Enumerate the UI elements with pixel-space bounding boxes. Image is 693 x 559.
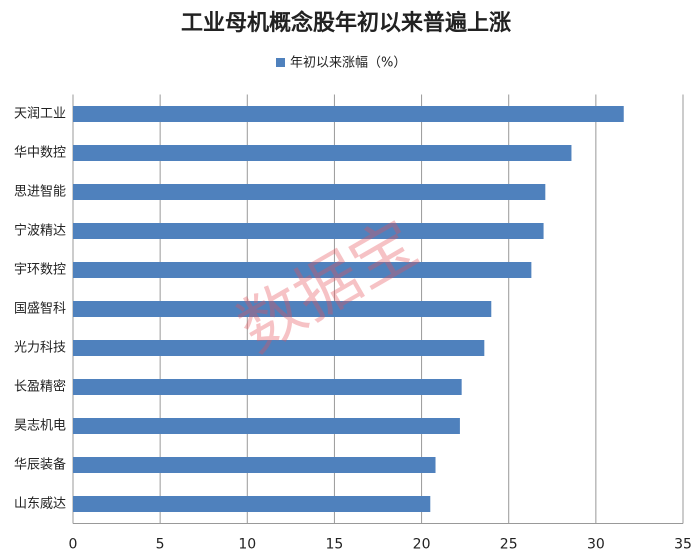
bar bbox=[73, 301, 492, 317]
bar bbox=[73, 418, 460, 434]
bar bbox=[73, 106, 624, 122]
bar bbox=[73, 496, 431, 512]
bar bbox=[73, 340, 485, 356]
bar bbox=[73, 262, 532, 278]
x-tick-label: 0 bbox=[69, 537, 78, 553]
x-tick-label: 35 bbox=[674, 537, 692, 553]
y-tick-label: 光力科技 bbox=[14, 341, 66, 356]
y-tick-label: 华辰装备 bbox=[14, 457, 66, 473]
y-tick-label: 山东威达 bbox=[14, 497, 66, 512]
bar bbox=[73, 145, 572, 161]
legend-swatch bbox=[276, 58, 285, 67]
y-tick-label: 国盛智科 bbox=[14, 302, 66, 317]
y-tick-label: 华中数控 bbox=[14, 146, 66, 161]
y-tick-label: 长盈精密 bbox=[14, 379, 66, 395]
x-tick-label: 15 bbox=[326, 537, 344, 553]
bar bbox=[73, 184, 546, 200]
y-tick-label: 宇环数控 bbox=[14, 263, 66, 278]
bar bbox=[73, 223, 544, 239]
y-tick-label: 昊志机电 bbox=[14, 419, 66, 434]
bar bbox=[73, 457, 436, 473]
bar bbox=[73, 379, 462, 395]
x-tick-label: 5 bbox=[156, 537, 165, 553]
y-tick-label: 思进智能 bbox=[14, 185, 66, 200]
chart-title: 工业母机概念股年初以来普遍上涨 bbox=[181, 10, 511, 36]
x-tick-label: 30 bbox=[587, 537, 605, 553]
y-tick-label: 天润工业 bbox=[14, 107, 66, 122]
legend-label: 年初以来涨幅（%） bbox=[290, 56, 406, 71]
y-tick-label: 宁波精达 bbox=[14, 223, 66, 239]
x-tick-label: 20 bbox=[413, 537, 431, 553]
x-tick-label: 10 bbox=[238, 537, 256, 553]
x-tick-label: 25 bbox=[500, 537, 518, 553]
